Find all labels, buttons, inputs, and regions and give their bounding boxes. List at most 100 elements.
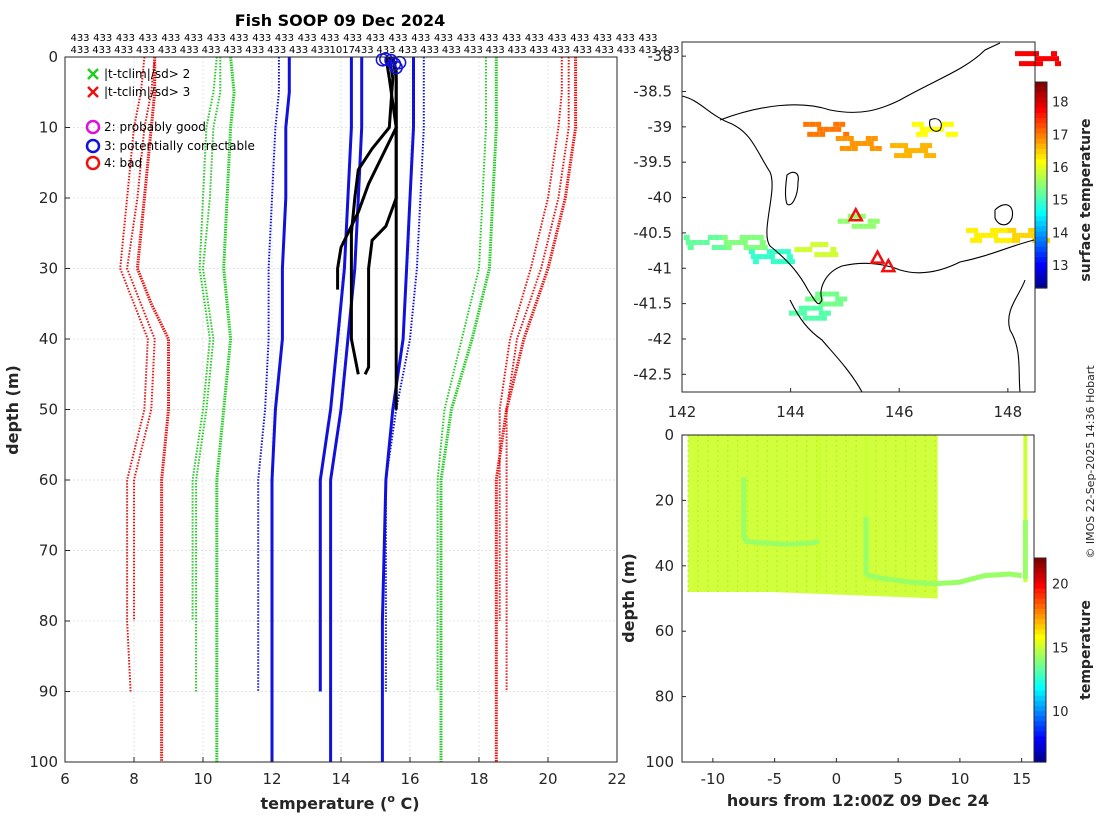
sst-cell (920, 143, 927, 149)
colorbar-segment (1034, 644, 1046, 651)
sst-cell (776, 259, 783, 265)
br-x-tick-label: 15 (1012, 770, 1031, 788)
colorbar-segment (1035, 190, 1047, 196)
map-colorbar-label: surface temperature (1078, 118, 1094, 281)
colorbar-tick-label: 14 (1052, 226, 1069, 241)
credit-text: © IMOS 22-Sep-2025 14:36 Hobart (1084, 365, 1097, 559)
legend-marker-o (85, 138, 101, 154)
colorbar-segment (1035, 102, 1047, 109)
header-count: 433 (180, 45, 199, 56)
header-count: 433 (202, 45, 221, 56)
series-clim-3sd-low-A (135, 57, 170, 762)
sst-cell (945, 131, 952, 137)
sst-cell (916, 148, 923, 154)
sst-cell (1030, 232, 1037, 238)
map-y-tick-label: -39.5 (633, 153, 672, 171)
sst-cell (843, 131, 850, 137)
sst-cell (751, 234, 758, 240)
br-y-tick-label: 0 (664, 426, 674, 444)
header-count: 433 (525, 33, 544, 44)
header-count: 433 (420, 45, 439, 56)
sst-cell (919, 126, 926, 132)
sst-cell (752, 259, 759, 265)
sst-cell (947, 121, 954, 127)
sst-cell (1000, 237, 1007, 243)
temperature-band (688, 435, 938, 599)
left-x-tick-label: 10 (193, 770, 212, 788)
sst-cell (745, 234, 752, 240)
sst-cell (685, 239, 692, 245)
sst-cell (966, 227, 973, 233)
colorbar-segment (1035, 241, 1047, 248)
sst-cell (839, 145, 846, 151)
br-y-tick-label: 80 (655, 688, 674, 706)
left-y-tick-label: 20 (39, 189, 58, 207)
map-x-tick-label: 142 (668, 403, 697, 421)
br-y-tick-label: 60 (655, 622, 674, 640)
header-count: 433 (593, 33, 612, 44)
sst-cell (741, 239, 748, 245)
sst-cell (819, 131, 826, 137)
sst-cell (809, 121, 816, 127)
colorbar-segment (1034, 619, 1046, 625)
left-y-tick-label: 0 (48, 48, 58, 66)
sst-cell (821, 291, 828, 297)
xlabel-head: temperature ( (260, 794, 387, 813)
sst-cell (819, 301, 826, 307)
sst-cell (820, 252, 827, 258)
colorbar-segment (1034, 726, 1046, 732)
left-y-tick-label: 30 (39, 260, 58, 278)
header-count: 433 (638, 33, 657, 44)
sst-cell (1010, 227, 1017, 233)
series-clim-1sd-high-A (380, 57, 415, 762)
header-count: 433 (398, 45, 417, 56)
sst-cell (831, 301, 838, 307)
sst-cell (755, 244, 762, 250)
sst-cell (972, 227, 979, 233)
sst-cell (869, 223, 876, 229)
br-y-tick-label: 40 (655, 557, 674, 575)
map-y-tick-label: -38.5 (633, 82, 672, 100)
sst-cell (980, 232, 987, 238)
colorbar-segment (1035, 246, 1047, 253)
sst-cell (830, 247, 837, 253)
br-x-tick-label: 0 (832, 770, 842, 788)
sst-cell (739, 234, 746, 240)
colorbar-segment (1035, 267, 1047, 274)
sst-cell (1027, 51, 1033, 57)
map-colorbar: 13 14 15 16 17 18 (1034, 81, 1069, 289)
colorbar-segment (1035, 221, 1047, 227)
colorbar-segment (1034, 563, 1046, 569)
profile-column (1023, 435, 1028, 583)
colorbar-segment (1035, 174, 1047, 181)
colorbar-segment (1035, 154, 1047, 160)
map-x-ticks: 142 144 146 148 (668, 388, 1022, 421)
map-y-tick-label: -42 (648, 330, 673, 348)
colorbar-segment (1034, 690, 1046, 697)
colorbar-segment (1034, 639, 1046, 646)
sst-cell (832, 252, 839, 258)
header-count: 433 (639, 45, 658, 56)
sst-cell (794, 247, 801, 253)
sst-cell (798, 305, 805, 311)
left-x-ticks: 6 8 10 12 14 16 18 20 22 (60, 757, 627, 788)
sst-cell (817, 296, 824, 302)
sst-cell (859, 213, 866, 219)
header-count: 433 (70, 33, 89, 44)
sst-cell (890, 143, 897, 149)
sst-cell (824, 310, 831, 316)
colorbar-frame (1034, 81, 1048, 289)
left-y-tick-label: 60 (39, 471, 58, 489)
colorbar-segment (1035, 143, 1047, 150)
sst-cell (802, 315, 809, 321)
left-y-tick-label: 50 (39, 401, 58, 419)
sst-cell (941, 121, 948, 127)
colorbar-segment (1034, 558, 1046, 564)
northeast-coast (719, 42, 1001, 121)
br-colorbar: 10 15 20 (1033, 557, 1069, 763)
left-y-tick-label: 100 (29, 753, 58, 771)
map-x-tick-label: 144 (776, 403, 805, 421)
left-x-axis-label: temperature (o C) (260, 792, 419, 813)
sst-cell (922, 148, 929, 154)
